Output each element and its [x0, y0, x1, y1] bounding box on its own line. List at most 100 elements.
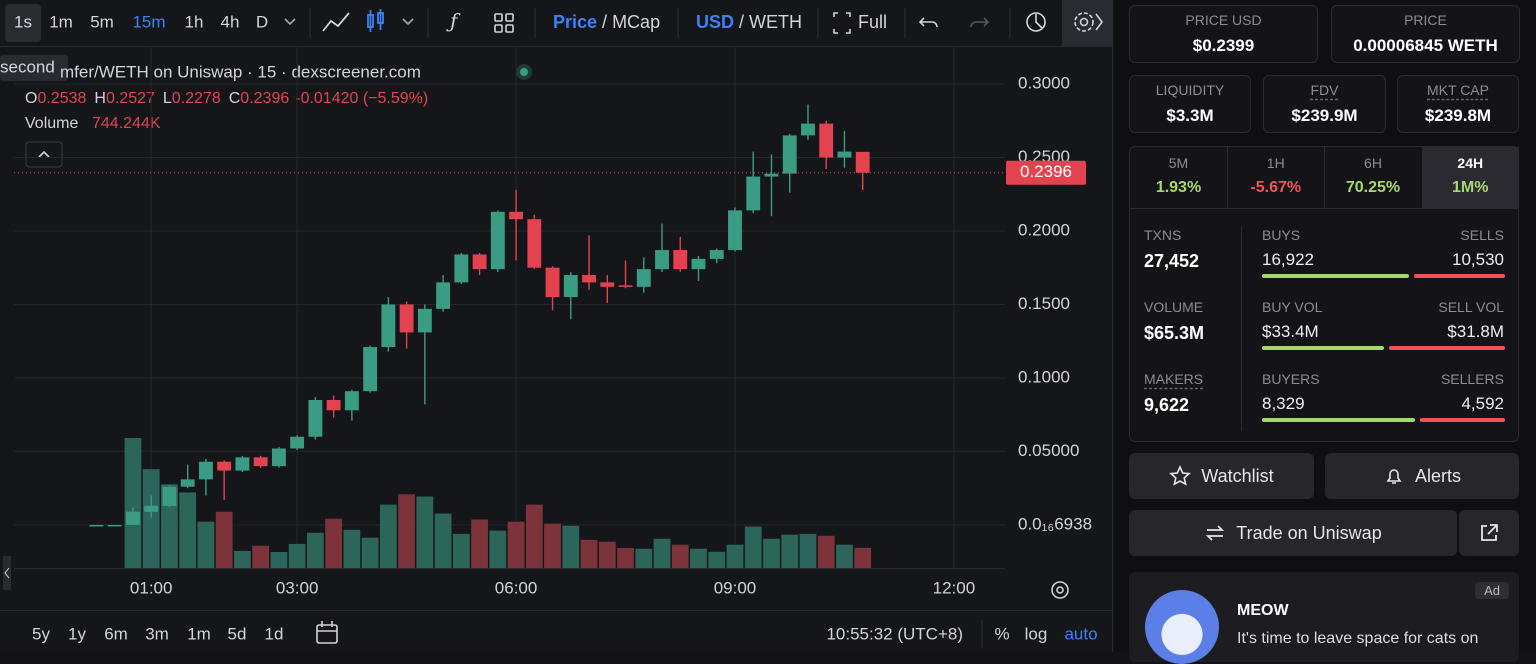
- price-toggle-active: Price: [553, 12, 597, 32]
- candle-body: [290, 436, 305, 449]
- sell-label: SELLERS: [1440, 371, 1504, 387]
- interval-button[interactable]: 1s: [14, 12, 32, 31]
- interval-button[interactable]: 4h: [221, 12, 240, 31]
- candle-body: [673, 250, 688, 270]
- range-button[interactable]: 1m: [187, 624, 211, 643]
- volume-legend-value: 744.244K: [92, 115, 161, 132]
- buy-bar: [1262, 346, 1384, 350]
- toggle-separator: /: [602, 12, 607, 32]
- candle-body: [746, 176, 761, 211]
- volume-bar: [817, 535, 835, 568]
- fx-icon[interactable]: ƒ: [446, 9, 461, 33]
- candle-body: [855, 151, 870, 173]
- sell-value: 10,530: [1452, 250, 1504, 269]
- candle-body: [837, 151, 852, 158]
- volume-bar: [452, 533, 470, 568]
- x-tick-label: 03:00: [276, 578, 319, 597]
- stat-card: LIQUIDITY $3.3M: [1129, 75, 1251, 133]
- legend-value: 0.2538: [37, 90, 86, 107]
- volume-bar: [288, 543, 306, 568]
- range-button[interactable]: 1y: [68, 624, 86, 643]
- undo-icon[interactable]: [918, 17, 938, 28]
- interval-button[interactable]: 15m: [132, 12, 165, 31]
- volume-legend-label: Volume: [25, 115, 78, 132]
- alerts-button[interactable]: Alerts: [1325, 453, 1519, 499]
- chevron-icon[interactable]: [284, 18, 296, 26]
- price-toggle[interactable]: Price / MCap: [553, 12, 660, 32]
- grid: [14, 46, 1005, 568]
- volume-bar: [836, 544, 853, 568]
- replay-icon[interactable]: [1026, 12, 1046, 32]
- watchlist-button[interactable]: Watchlist: [1129, 453, 1314, 499]
- range-button[interactable]: 3m: [145, 624, 169, 643]
- timeframe-tab[interactable]: 1H -5.67%: [1227, 147, 1326, 209]
- ad-name: MEOW: [1237, 602, 1289, 619]
- range-button[interactable]: 6m: [104, 624, 128, 643]
- calendar-icon[interactable]: [316, 621, 338, 644]
- line-chart-icon[interactable]: [322, 12, 350, 32]
- interval-button[interactable]: D: [256, 12, 268, 31]
- stat-card: FDV $239.9M: [1263, 75, 1386, 133]
- watchlist-button-icon: [1169, 465, 1192, 486]
- trade-button[interactable]: Trade on Uniswap: [1129, 510, 1457, 556]
- candle-body: [253, 457, 268, 467]
- toggle-separator: /: [739, 12, 744, 32]
- volume-bar: [525, 504, 543, 568]
- timeframe-tab[interactable]: 6H 70.25%: [1324, 147, 1423, 209]
- sell-bar: [1420, 418, 1505, 422]
- candle-body: [417, 308, 432, 333]
- log-toggle[interactable]: log: [1025, 624, 1048, 643]
- collapse-button[interactable]: [25, 141, 63, 168]
- tab-change: 70.25%: [1345, 179, 1401, 196]
- currency-toggle[interactable]: USD / WETH: [696, 12, 802, 32]
- x-tick-label: 06:00: [495, 578, 538, 597]
- external-link-button[interactable]: [1459, 510, 1519, 556]
- interval-button[interactable]: 5m: [90, 12, 114, 31]
- sell-value: $31.8M: [1447, 322, 1504, 341]
- sell-bar: [1413, 274, 1505, 278]
- currency-toggle-inactive: WETH: [749, 12, 802, 32]
- volume-bar: [799, 533, 817, 568]
- ad-text: It's time to leave space for cats on: [1237, 630, 1479, 647]
- legend-value: 0.2527: [106, 90, 155, 107]
- timeframe-tab[interactable]: 5M 1.93%: [1130, 147, 1228, 209]
- trade-button-label: Trade on Uniswap: [1236, 522, 1382, 543]
- candle-body: [472, 254, 487, 270]
- fullscreen-icon[interactable]: [833, 12, 851, 34]
- full-button[interactable]: Full: [858, 12, 887, 32]
- side-toggle[interactable]: [3, 556, 11, 590]
- range-button[interactable]: 5d: [228, 624, 247, 643]
- y-tick-label: 0.3000: [1018, 73, 1070, 92]
- range-button[interactable]: 1d: [265, 624, 284, 643]
- x-tick-label: 12:00: [933, 578, 976, 597]
- candle-body: [144, 505, 159, 512]
- interval-button[interactable]: 1h: [185, 12, 204, 31]
- volume-bar: [671, 544, 689, 568]
- settings-icon[interactable]: [1074, 12, 1103, 32]
- auto-toggle[interactable]: auto: [1064, 624, 1097, 643]
- buy-value: 16,922: [1262, 250, 1314, 269]
- side-arrow: [4, 567, 10, 579]
- volume-bar: [744, 526, 762, 568]
- external-link-button-icon: [1481, 524, 1498, 541]
- buy-label: BUYERS: [1262, 371, 1320, 387]
- stat-card: PRICE USD $0.2399: [1129, 5, 1318, 63]
- candle-body: [326, 399, 341, 411]
- tab-change: 1.93%: [1155, 179, 1202, 196]
- layout-icon[interactable]: [494, 13, 514, 33]
- volume-bar: [598, 541, 616, 568]
- volume-bar: [617, 547, 634, 568]
- interval-button[interactable]: 1m: [49, 12, 73, 31]
- volume-bar: [179, 492, 197, 568]
- collapse-icon: [38, 150, 50, 158]
- currency-toggle-active: USD: [696, 12, 734, 32]
- timeframe-tab[interactable]: 24H 1M%: [1421, 147, 1519, 209]
- percent-toggle[interactable]: %: [994, 624, 1009, 643]
- legend-key: O: [25, 90, 37, 107]
- buy-value: $33.4M: [1262, 322, 1319, 341]
- chevron-icon[interactable]: [402, 18, 414, 26]
- candle-icon[interactable]: [367, 9, 384, 32]
- y-tick-label: 0.1000: [1018, 367, 1070, 386]
- timezone-icon[interactable]: [1051, 581, 1069, 599]
- range-button[interactable]: 5y: [32, 624, 50, 643]
